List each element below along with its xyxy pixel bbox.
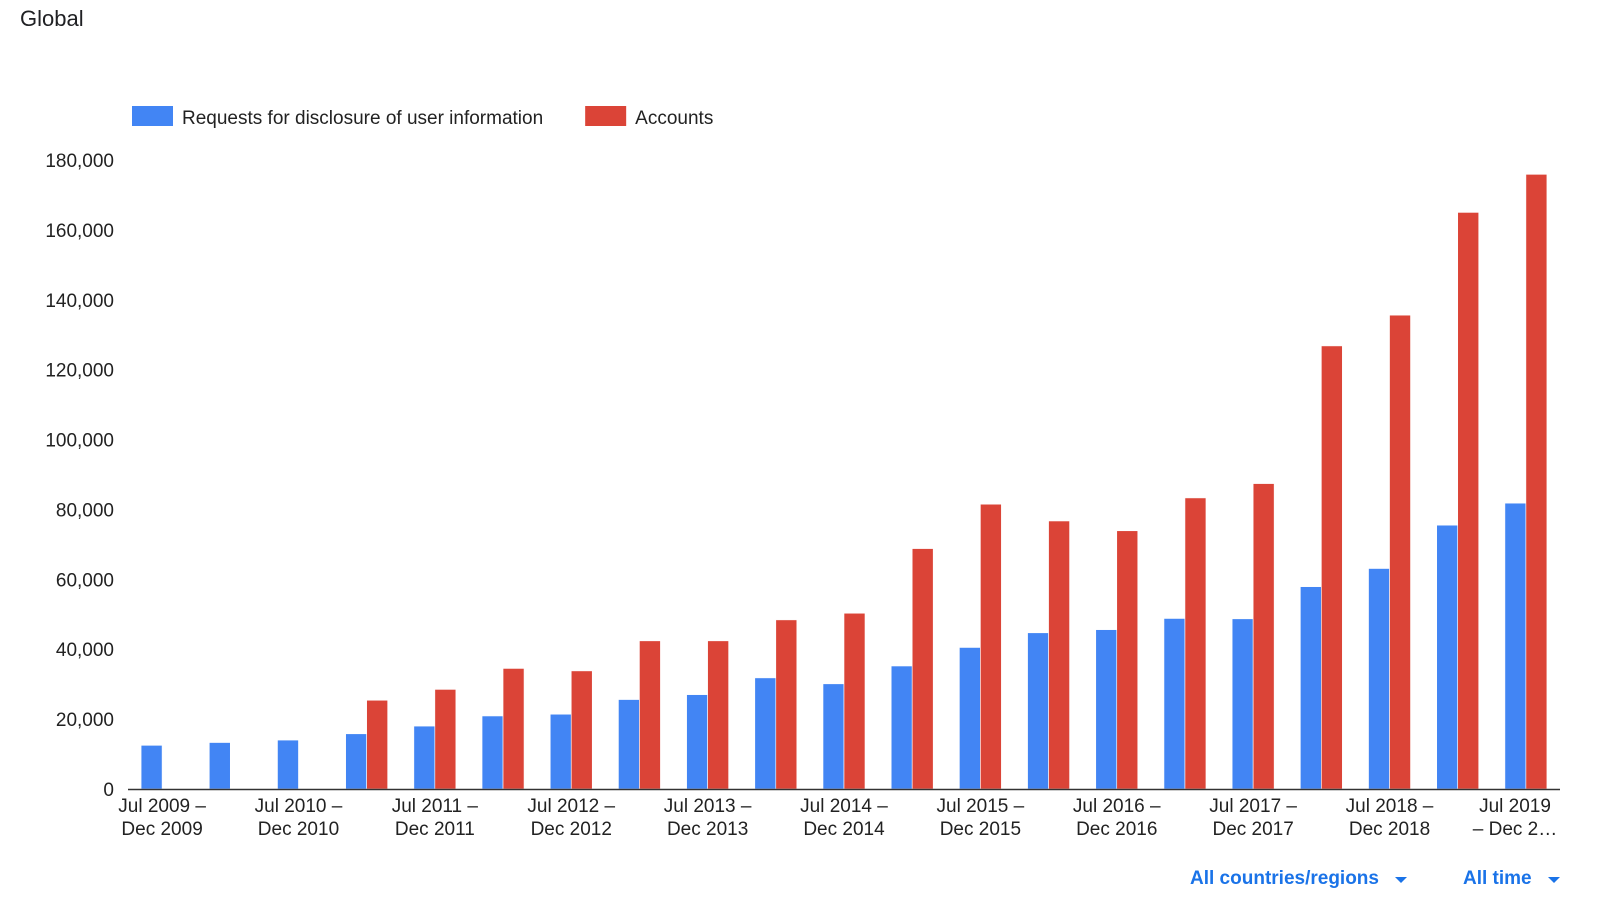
bar-accounts[interactable]: [502, 668, 525, 790]
x-tick-label: Dec 2016: [1076, 819, 1157, 840]
bar-accounts[interactable]: [980, 503, 1002, 790]
bar-accounts[interactable]: [1116, 530, 1139, 790]
bar-requests[interactable]: [1095, 629, 1118, 790]
x-tick-label: – Dec 2…: [1473, 819, 1557, 840]
bar-accounts[interactable]: [1389, 314, 1411, 790]
chart-legend: Requests for disclosure of user informat…: [132, 106, 713, 129]
page-title: Global: [20, 6, 84, 31]
time-filter-dropdown[interactable]: All time: [1463, 868, 1560, 890]
bar-accounts[interactable]: [1252, 483, 1275, 790]
x-tick-label: Jul 2018 –: [1346, 796, 1434, 817]
bar-requests[interactable]: [1368, 568, 1390, 790]
bar-requests[interactable]: [481, 715, 504, 790]
bar-accounts[interactable]: [434, 689, 457, 790]
bar-requests[interactable]: [208, 742, 231, 790]
bar-accounts[interactable]: [775, 619, 798, 790]
bar-requests[interactable]: [1231, 618, 1254, 790]
x-tick-label: Jul 2017 –: [1209, 796, 1297, 817]
y-tick-label: 120,000: [45, 361, 114, 382]
chevron-down-icon: [1547, 877, 1560, 883]
bar-requests[interactable]: [959, 647, 981, 790]
x-tick-label: Dec 2012: [531, 819, 612, 840]
x-tick-label: Dec 2018: [1349, 819, 1430, 840]
y-tick-label: 40,000: [56, 640, 114, 661]
legend-label-2: Accounts: [635, 108, 713, 129]
region-filter-dropdown[interactable]: All countries/regions: [1190, 868, 1407, 890]
bar-requests[interactable]: [686, 694, 708, 790]
bar-accounts[interactable]: [570, 670, 593, 790]
bar-requests[interactable]: [345, 733, 367, 790]
x-tick-label: Dec 2010: [258, 819, 339, 840]
bars: [140, 174, 1548, 790]
legend-swatch-1: [132, 106, 173, 126]
x-tick-label: Jul 2019: [1479, 796, 1551, 817]
x-tick-label: Dec 2009: [121, 819, 202, 840]
bar-requests[interactable]: [1300, 586, 1322, 790]
bar-accounts[interactable]: [639, 640, 661, 790]
bar-accounts[interactable]: [1048, 520, 1070, 790]
bar-requests[interactable]: [754, 677, 777, 790]
bar-requests[interactable]: [618, 699, 640, 790]
x-tick-label: Dec 2017: [1212, 819, 1293, 840]
bar-accounts[interactable]: [366, 699, 388, 790]
x-tick-label: Jul 2015 –: [937, 796, 1025, 817]
x-tick-label: Jul 2012 –: [527, 796, 615, 817]
legend-swatch-2: [585, 106, 627, 126]
bar-requests[interactable]: [140, 745, 163, 790]
x-tick-label: Dec 2011: [395, 819, 475, 840]
y-tick-label: 160,000: [45, 221, 114, 242]
bar-requests[interactable]: [890, 665, 913, 790]
x-tick-label: Dec 2013: [667, 819, 748, 840]
y-tick-label: 140,000: [45, 291, 114, 312]
x-tick-label: Dec 2015: [940, 819, 1021, 840]
x-tick-label: Jul 2013 –: [664, 796, 752, 817]
y-axis: 0 20,000 40,000 60,000 80,000 100,000 120,000 1…: [45, 151, 114, 801]
bar-accounts[interactable]: [1525, 174, 1548, 790]
bar-requests[interactable]: [1436, 524, 1459, 790]
bar-requests[interactable]: [413, 725, 436, 790]
x-tick-label: Jul 2014 –: [800, 796, 888, 817]
bar-requests[interactable]: [822, 683, 845, 790]
y-tick-label: 0: [103, 780, 114, 801]
time-filter-label: All time: [1463, 868, 1532, 889]
y-tick-label: 180,000: [45, 151, 114, 172]
x-tick-label: Jul 2011 –: [392, 796, 479, 817]
chevron-down-icon: [1394, 877, 1407, 883]
bar-accounts[interactable]: [1184, 497, 1207, 790]
bar-requests[interactable]: [1163, 618, 1186, 790]
x-tick-label: Jul 2016 –: [1073, 796, 1161, 817]
x-tick-label: Jul 2009 –: [118, 796, 206, 817]
y-tick-label: 60,000: [56, 570, 114, 591]
bar-accounts[interactable]: [1321, 345, 1343, 790]
x-axis: Jul 2009 –Dec 2009 Jul 2010 –Dec 2010 Jul …: [118, 788, 1560, 840]
y-tick-label: 20,000: [56, 710, 114, 731]
region-filter-label: All countries/regions: [1190, 868, 1379, 889]
x-tick-label: Jul 2010 –: [255, 796, 343, 817]
bar-accounts[interactable]: [843, 612, 866, 790]
bar-accounts[interactable]: [707, 640, 729, 790]
bar-accounts[interactable]: [1457, 212, 1480, 790]
bar-requests[interactable]: [1504, 502, 1527, 790]
x-tick-label: Dec 2014: [803, 819, 885, 840]
bar-requests[interactable]: [277, 739, 299, 790]
y-tick-label: 100,000: [45, 431, 114, 452]
bar-accounts[interactable]: [911, 548, 934, 790]
bar-requests[interactable]: [549, 713, 572, 790]
bar-requests[interactable]: [1027, 632, 1049, 790]
legend-label-1: Requests for disclosure of user informat…: [182, 108, 543, 129]
y-tick-label: 80,000: [56, 500, 114, 521]
